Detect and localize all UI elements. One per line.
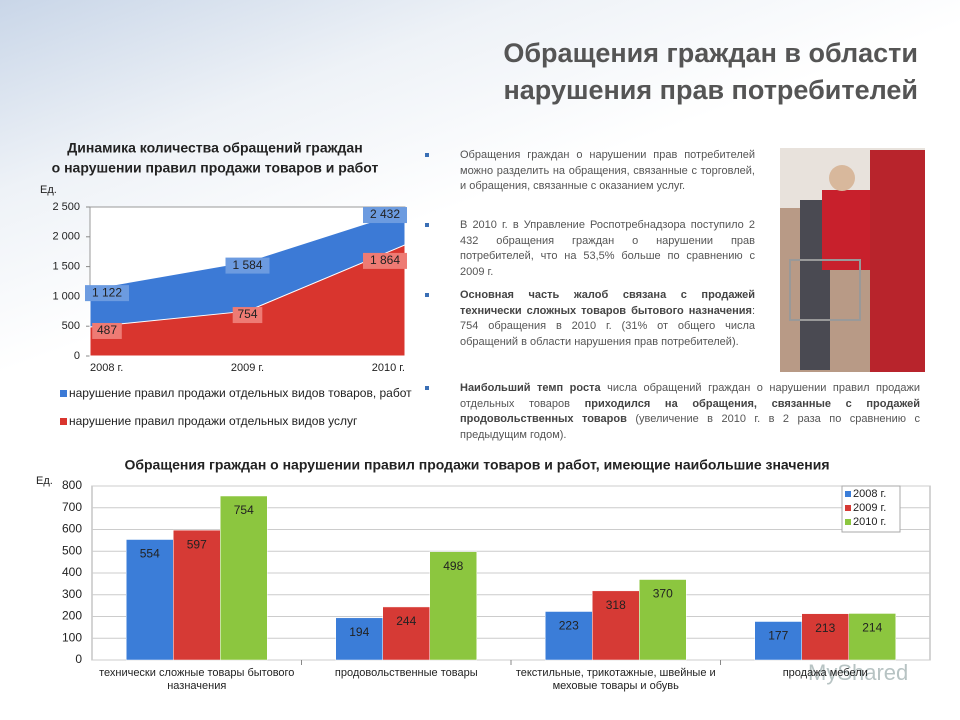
bullet: Обращения граждан о нарушении прав потре… [425,148,755,195]
value-label-box [363,207,407,224]
value-label-box [92,322,122,339]
x-tick-label: 2008 г. [90,362,123,374]
bullet-text: числа обращений граждан о нарушении прав… [460,382,920,410]
bullet: Наибольший темп роста числа обращений гр… [425,381,920,443]
x-tick-label: текстильные, трикотажные, швейные и мехо… [515,667,716,692]
legend-swatch [845,491,851,497]
slide-title: нарушения прав потребителей [503,75,918,105]
bar [335,617,383,661]
chart-title: Динамика количества обращений граждан [67,140,362,156]
y-tick-label: 1 000 [52,290,80,302]
bullet: Основная часть жалоб связана с продажей … [425,288,755,350]
value-label: 498 [443,559,463,573]
bullet-text: : 754 обращения в 2010 г. (31% от общего… [460,304,755,348]
legend-label: 2010 г. [853,516,886,528]
y-tick-label: 2 500 [52,201,80,213]
value-label: 214 [862,621,882,635]
value-label: 487 [97,323,117,337]
legend-swatch [845,505,851,511]
y-tick-label: 0 [74,350,80,362]
y-axis-label: Ед. [40,184,57,196]
y-tick-label: 200 [62,609,82,623]
x-tick-label: 2010 г. [372,362,405,374]
bullet-text: Основная часть жалоб связана с продажей … [460,289,755,317]
value-label: 754 [234,503,254,517]
value-label: 1 864 [370,253,400,267]
value-label-box [363,252,407,269]
y-tick-label: 700 [62,500,82,514]
legend-swatch [60,390,67,397]
value-label: 223 [559,619,579,633]
legend-swatch [845,519,851,525]
bar [173,529,221,661]
legend-swatch [60,418,67,425]
bar [592,590,640,661]
bar [754,621,802,661]
bullet-text: (увеличение в 2010 г. в 2 раза по сравне… [460,413,920,441]
legend-label: нарушение правил продажи отдельных видов… [69,414,358,428]
area [89,244,406,357]
y-tick-label: 400 [62,565,82,579]
value-label: 2 432 [370,207,400,221]
value-label: 177 [768,629,788,643]
value-label: 754 [237,307,257,321]
value-label: 1 584 [232,258,262,272]
y-tick-label: 300 [62,587,82,601]
slide-title: Обращения граждан в области [503,38,918,68]
value-label: 597 [187,537,207,551]
y-tick-label: 0 [75,652,82,666]
chart-title: о нарушении правил продажи товаров и раб… [52,160,379,176]
value-label-box [232,307,263,324]
x-tick-label: продовольственные товары [334,667,478,679]
value-label: 194 [349,625,369,639]
bullet-text: Наибольший темп роста [460,382,601,394]
y-axis-label: Ед. [36,475,53,487]
y-tick-label: 2 000 [52,231,80,243]
y-tick-label: 500 [62,320,80,332]
value-label: 1 122 [92,285,122,299]
bullet: В 2010 г. в Управление Роспотребнадзора … [425,218,755,280]
chart-title: Обращения граждан о нарушении правил про… [124,457,829,473]
value-label: 244 [396,614,416,628]
bar [220,495,268,661]
legend-box [841,485,901,533]
legend-label: 2008 г. [853,488,886,500]
bar [639,579,687,661]
x-tick-label: 2009 г. [231,362,264,374]
x-tick-label: технически сложные товары бытового назна… [99,667,295,692]
bullet-text: Обращения граждан о нарушении прав потре… [460,149,755,192]
legend-label: 2009 г. [853,502,886,514]
value-label-box [85,285,129,302]
legend-label: нарушение правил продажи отдельных видов… [69,386,412,400]
bar [126,539,174,661]
photo [780,148,925,372]
y-tick-label: 600 [62,522,82,536]
bullet-text: В 2010 г. в Управление Роспотребнадзора … [460,219,755,278]
value-label: 213 [815,621,835,635]
value-label-box [225,257,270,274]
y-tick-label: 1 500 [52,261,80,273]
y-tick-label: 500 [62,543,82,557]
bullet-text: приходился на обращения, связанные с про… [460,397,920,426]
bar [429,551,477,661]
watermark: MyShared [808,660,908,685]
bar [801,613,849,661]
value-label: 318 [606,598,626,612]
y-tick-label: 800 [62,478,82,492]
bar [848,613,896,661]
y-tick-label: 100 [62,630,82,644]
bar [545,611,593,661]
x-tick-label: продажа мебели [782,667,868,679]
value-label: 370 [653,587,673,601]
bar [382,606,430,661]
value-label: 554 [140,547,160,561]
